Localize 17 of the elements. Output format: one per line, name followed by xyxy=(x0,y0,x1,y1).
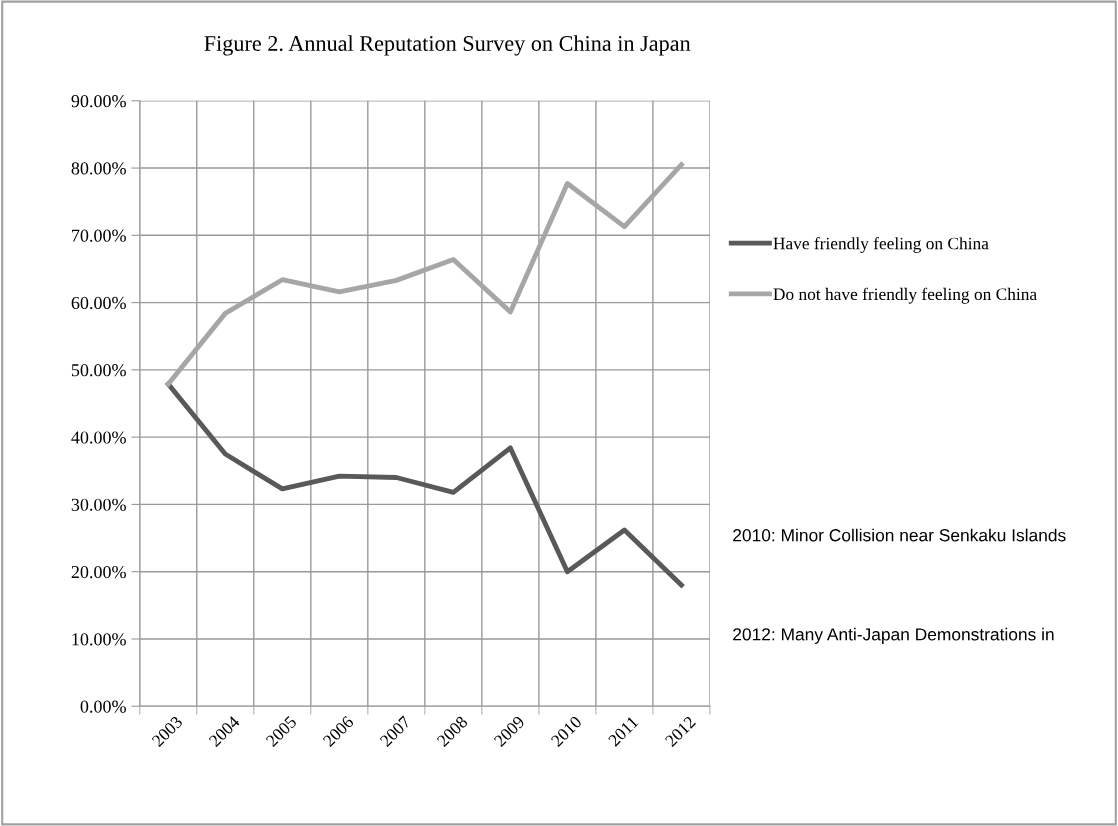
y-tick-label: 90.00% xyxy=(71,95,126,108)
legend-label: Have friendly feeling on China xyxy=(773,236,989,253)
line-series xyxy=(165,381,684,588)
y-tick-label: 70.00% xyxy=(72,229,126,242)
legend-label: Do not have friendly feeling on China xyxy=(773,287,1037,304)
y-tick-label: 10.00% xyxy=(72,633,126,646)
y-tick-label: 20.00% xyxy=(71,565,126,579)
text: 2010: Minor Collision near Senkaku Islands xyxy=(733,528,1066,542)
y-tick-label: 0.00% xyxy=(80,700,126,713)
y-tick-label: 80.00% xyxy=(71,162,126,175)
y-tick-label: 60.00% xyxy=(71,296,126,310)
y-tick-label: 40.00% xyxy=(71,431,126,444)
text: 2012: Many Anti-Japan Demonstrations in xyxy=(733,627,1054,644)
chart-title: Figure 2. Annual Reputation Survey on China in Japan xyxy=(204,35,691,56)
line-series xyxy=(165,162,684,387)
y-tick-label: 50.00% xyxy=(71,364,126,377)
y-tick-label: 30.00% xyxy=(71,498,126,511)
